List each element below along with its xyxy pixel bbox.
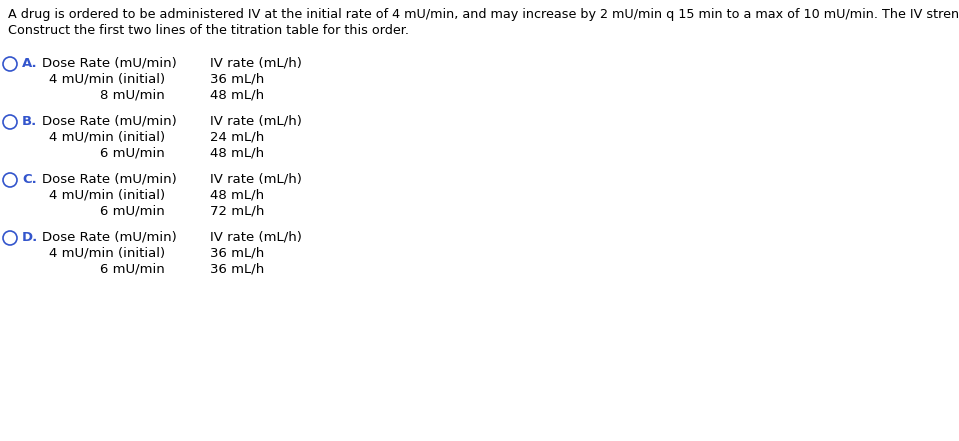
Text: 72 mL/h: 72 mL/h: [210, 205, 265, 218]
Text: C.: C.: [22, 173, 36, 186]
Text: 36 mL/h: 36 mL/h: [210, 73, 265, 86]
Text: 24 mL/h: 24 mL/h: [210, 131, 265, 144]
Text: IV rate (mL/h): IV rate (mL/h): [210, 231, 302, 244]
Text: Dose Rate (mU/min): Dose Rate (mU/min): [42, 173, 176, 186]
Text: Construct the first two lines of the titration table for this order.: Construct the first two lines of the tit…: [8, 24, 409, 37]
Text: 48 mL/h: 48 mL/h: [210, 147, 264, 160]
Text: 6 mU/min: 6 mU/min: [101, 205, 165, 218]
Text: 4 mU/min (initial): 4 mU/min (initial): [49, 131, 165, 144]
Text: 36 mL/h: 36 mL/h: [210, 247, 265, 260]
Text: B.: B.: [22, 115, 37, 128]
Text: Dose Rate (mU/min): Dose Rate (mU/min): [42, 115, 176, 128]
Text: D.: D.: [22, 231, 38, 244]
Text: Dose Rate (mU/min): Dose Rate (mU/min): [42, 57, 176, 70]
Text: A.: A.: [22, 57, 37, 70]
Text: IV rate (mL/h): IV rate (mL/h): [210, 115, 302, 128]
Text: 8 mU/min: 8 mU/min: [101, 89, 165, 102]
Text: Dose Rate (mU/min): Dose Rate (mU/min): [42, 231, 176, 244]
Text: IV rate (mL/h): IV rate (mL/h): [210, 173, 302, 186]
Text: A drug is ordered to be administered IV at the initial rate of 4 mU/min, and may: A drug is ordered to be administered IV …: [8, 8, 959, 21]
Text: 6 mU/min: 6 mU/min: [101, 147, 165, 160]
Text: 4 mU/min (initial): 4 mU/min (initial): [49, 73, 165, 86]
Text: 48 mL/h: 48 mL/h: [210, 89, 264, 102]
Text: 4 mU/min (initial): 4 mU/min (initial): [49, 189, 165, 202]
Text: 4 mU/min (initial): 4 mU/min (initial): [49, 247, 165, 260]
Text: IV rate (mL/h): IV rate (mL/h): [210, 57, 302, 70]
Text: 36 mL/h: 36 mL/h: [210, 263, 265, 276]
Text: 6 mU/min: 6 mU/min: [101, 263, 165, 276]
Text: 48 mL/h: 48 mL/h: [210, 189, 264, 202]
